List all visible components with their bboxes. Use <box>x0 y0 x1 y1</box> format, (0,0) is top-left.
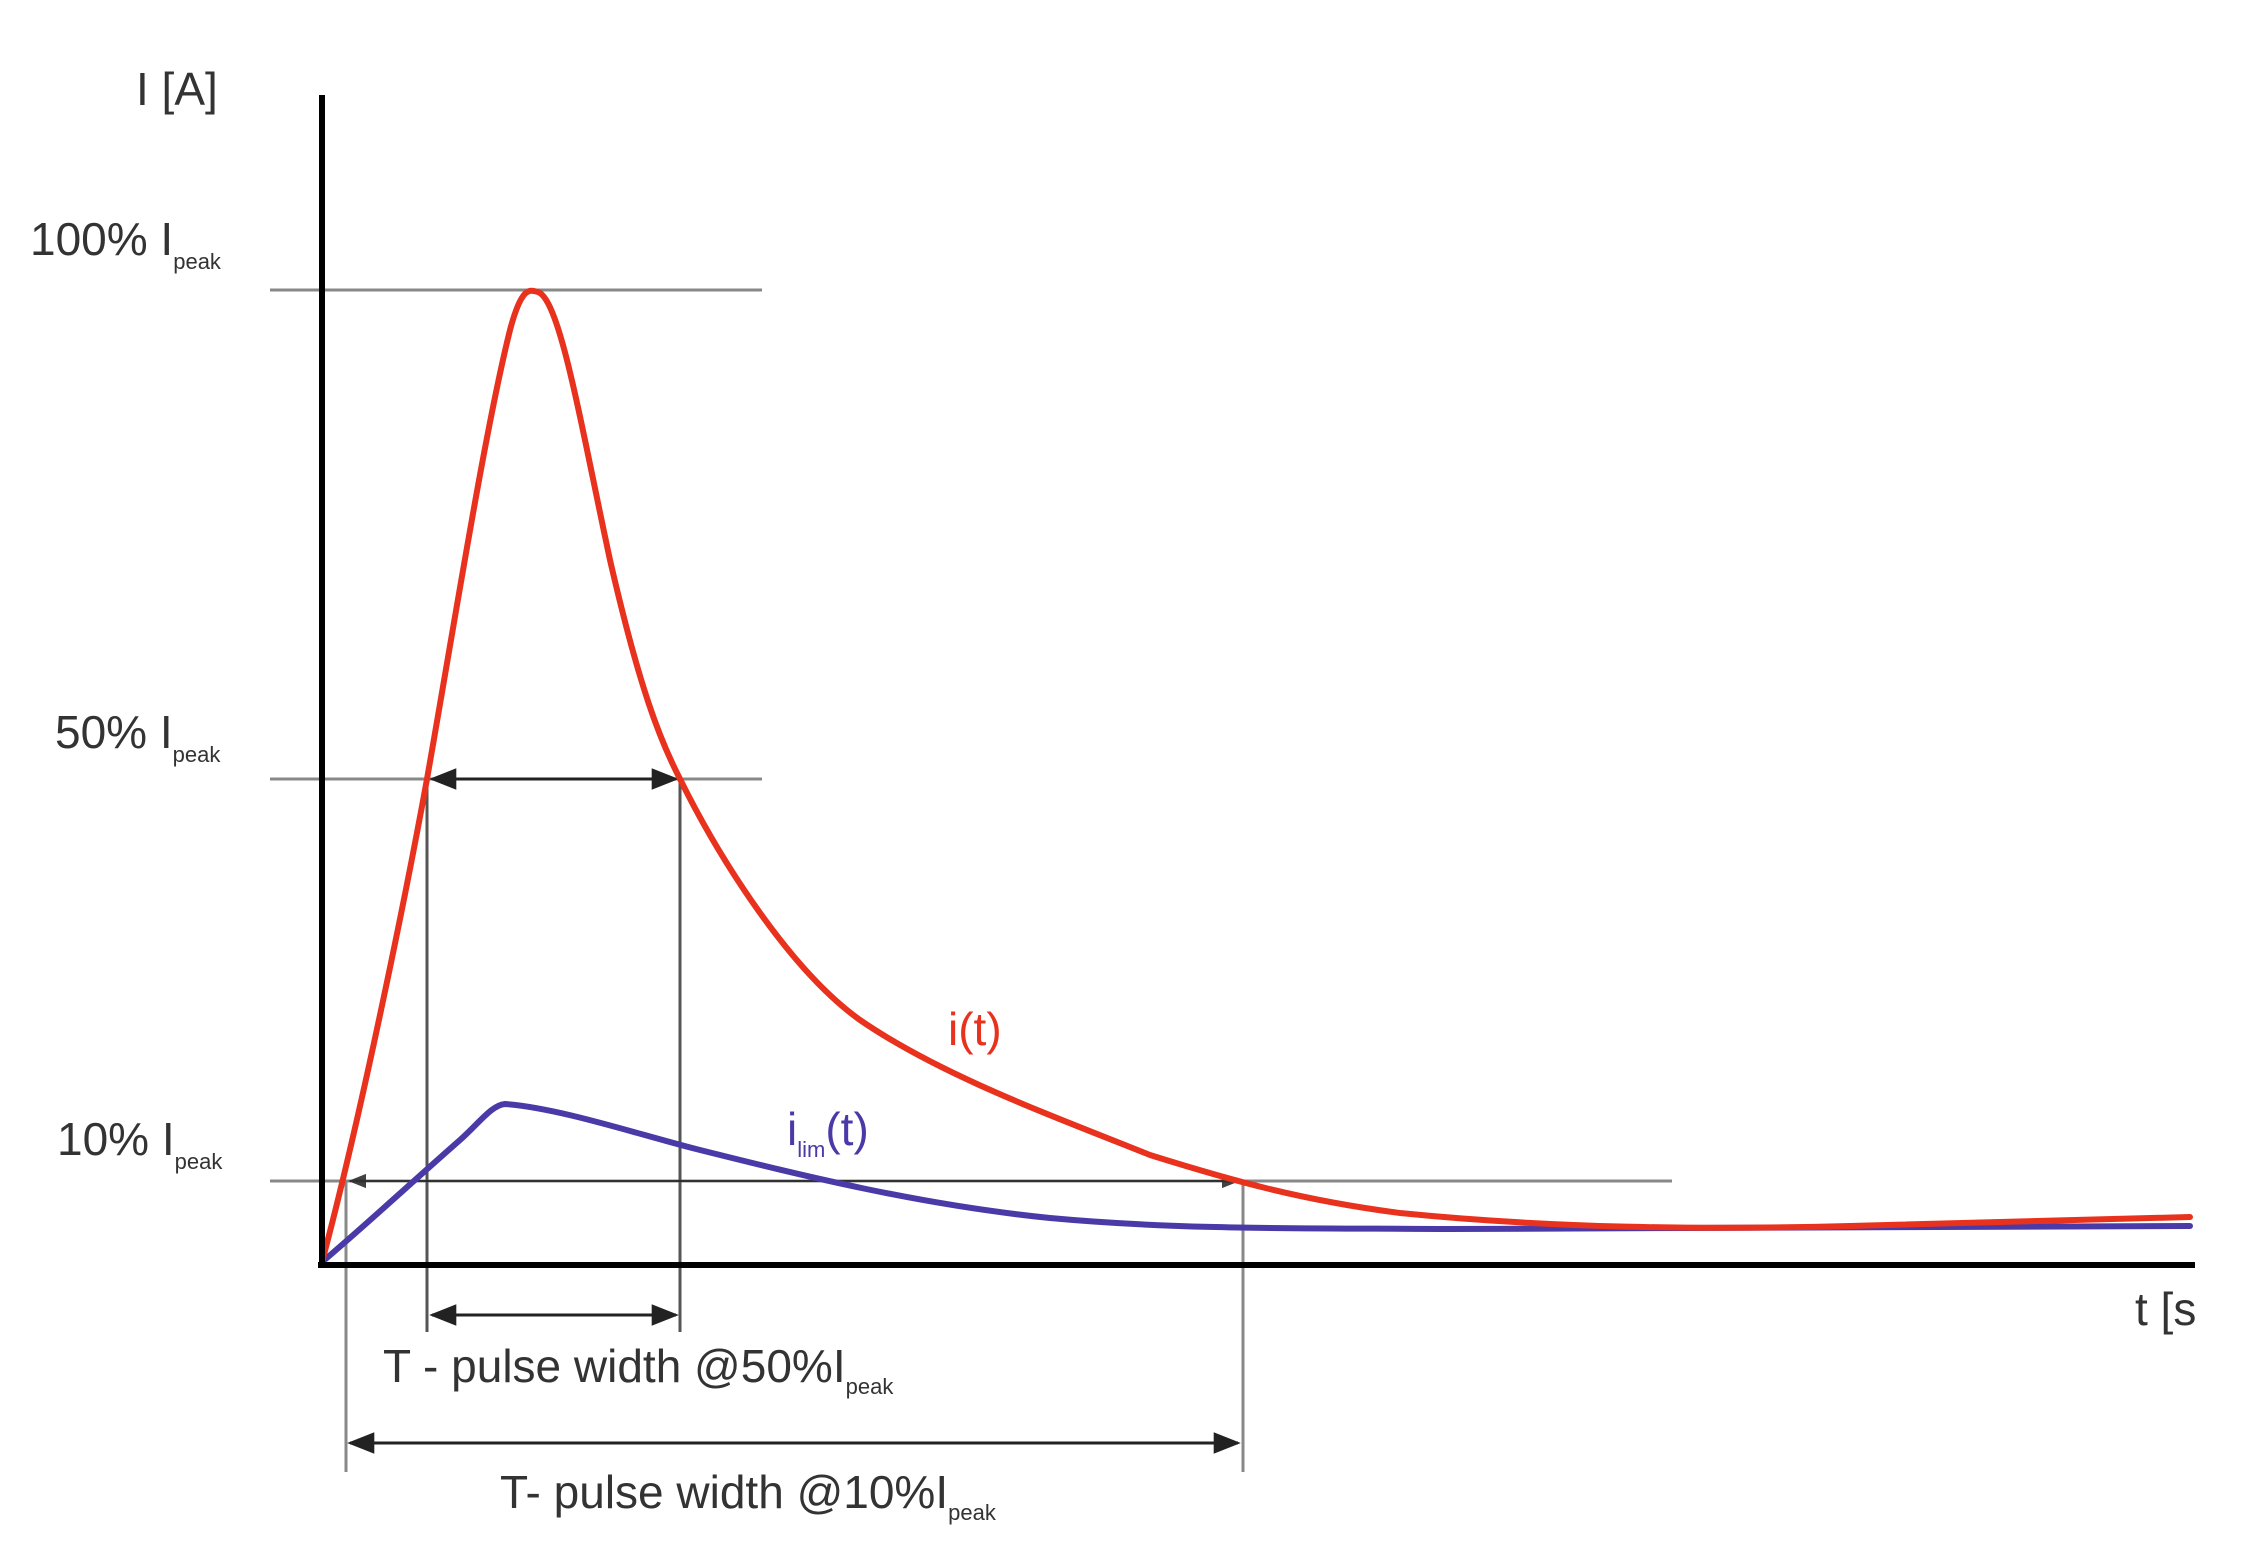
level-label-100: 100% Ipeak <box>30 213 222 274</box>
curve-i-label-suffix: (t) <box>958 1003 1001 1055</box>
pulse-width-50-label: T - pulse width @50%Ipeak <box>383 1340 894 1399</box>
curve-ilim-label-main: i <box>787 1103 797 1155</box>
level-sub-100: peak <box>173 249 222 274</box>
pulse-width-50-text: T - pulse width @50%I <box>383 1340 846 1392</box>
curve-ilim-label-suffix: (t) <box>825 1103 868 1155</box>
x-axis-label: t [s <box>2135 1283 2196 1335</box>
curve-ilim-label-sub: lim <box>797 1137 825 1162</box>
pulse-width-10-label: T- pulse width @10%Ipeak <box>500 1466 997 1525</box>
pulse-width-50-sub: peak <box>846 1374 895 1399</box>
curve-i-label-main: i <box>948 1003 958 1055</box>
level-label-50: 50% Ipeak <box>55 706 221 767</box>
level-percent-100: 100% I <box>30 213 173 265</box>
curve-ilim-label: ilim(t) <box>787 1103 869 1162</box>
level-sub-50: peak <box>173 742 222 767</box>
level-percent-10: 10% I <box>57 1113 175 1165</box>
level-label-10: 10% Ipeak <box>57 1113 223 1174</box>
curve-i <box>319 287 2193 1265</box>
curve-i-label: i(t) <box>948 1003 1002 1055</box>
level-sub-10: peak <box>175 1149 224 1174</box>
pulse-width-10-text: T- pulse width @10%I <box>500 1466 948 1518</box>
pulse-width-10-sub: peak <box>948 1500 997 1525</box>
level-percent-50: 50% I <box>55 706 173 758</box>
y-axis-label: I [A] <box>136 63 218 115</box>
